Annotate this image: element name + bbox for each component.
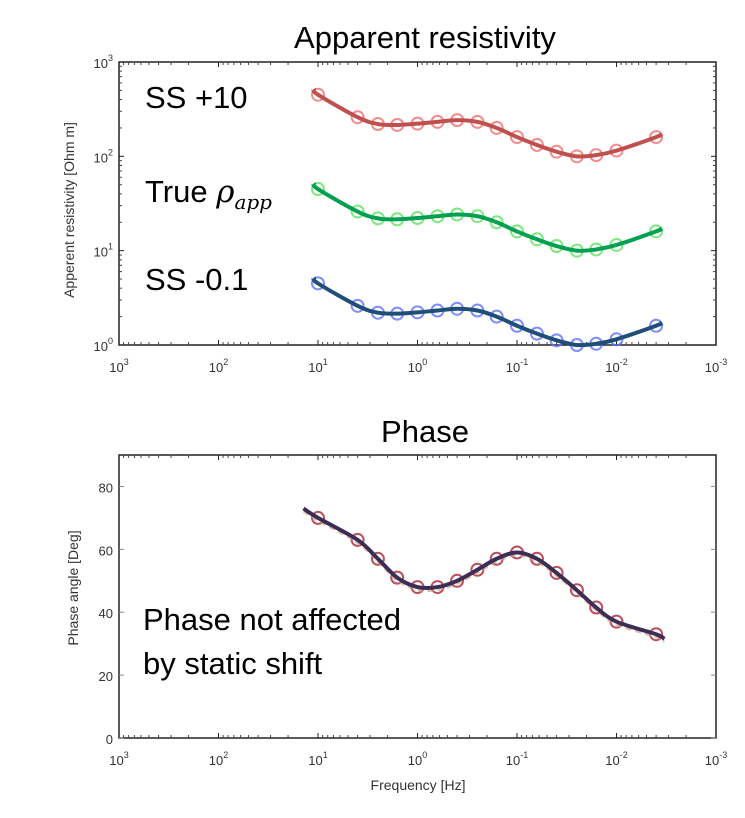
data-point-marker	[529, 232, 544, 247]
data-point-marker	[489, 309, 504, 324]
annotation-phase-line2: by static shift	[143, 646, 323, 681]
top-y-axis-label: Apperent resistivity [Ohm m]	[61, 122, 77, 298]
top-y-axis: 100 101 102 103	[94, 53, 716, 354]
tick-label: 101	[94, 242, 113, 260]
tick-label: 103	[94, 53, 113, 71]
series-line	[311, 275, 664, 348]
tick-label: 10-2	[605, 750, 627, 768]
series-line	[302, 506, 666, 641]
tick-label: 10-1	[506, 750, 528, 768]
data-point-marker	[549, 565, 564, 580]
bottom-x-axis-label: Frequency [Hz]	[371, 777, 466, 793]
data-point-marker	[311, 276, 325, 291]
tick-label: 100	[408, 357, 427, 375]
bottom-y-axis-label: Phase angle [Deg]	[65, 530, 81, 645]
annotation-phase-line1: Phase not affected	[143, 602, 401, 637]
tick-label: 40	[99, 606, 113, 621]
data-point-marker	[649, 318, 664, 333]
data-point-marker	[311, 182, 325, 197]
tick-label: 60	[99, 543, 113, 558]
data-point-marker	[390, 570, 405, 585]
tick-label: 80	[99, 480, 113, 495]
tick-label: 102	[94, 147, 113, 165]
top-plot-series	[311, 87, 664, 352]
tick-label: 10-2	[605, 357, 627, 375]
tick-label: 10-3	[705, 357, 727, 375]
data-point-marker	[350, 298, 365, 313]
tick-label: 20	[99, 669, 113, 684]
data-point-marker	[569, 583, 584, 598]
tick-label: 101	[308, 357, 327, 375]
data-point-marker	[529, 137, 544, 152]
data-point-marker	[510, 318, 524, 333]
data-point-marker	[529, 326, 544, 341]
annotation-true-rho: True ρapp	[145, 174, 272, 214]
data-point-marker	[489, 120, 504, 135]
tick-label: 103	[109, 357, 128, 375]
annotation-ss-minus: SS -0.1	[145, 262, 248, 297]
data-point-marker	[350, 204, 365, 219]
tick-label: 102	[209, 357, 228, 375]
data-point-marker	[370, 551, 385, 566]
data-point-marker	[311, 87, 325, 102]
data-point-marker	[350, 110, 365, 125]
data-point-marker	[450, 573, 465, 588]
annotation-ss-plus: SS +10	[145, 80, 248, 115]
tick-label: 10-3	[705, 750, 727, 768]
bottom-plot-frame	[118, 454, 717, 739]
data-point-marker	[649, 130, 664, 145]
bottom-x-axis: 103 102 101 100 10-1 10-2 10-3	[109, 455, 727, 768]
data-point-marker	[649, 224, 664, 239]
data-point-marker	[510, 130, 524, 145]
series-line	[311, 87, 664, 159]
bottom-plot-series	[302, 506, 666, 643]
bottom-y-axis: 0 20 40 60 80	[99, 480, 716, 747]
tick-label: 100	[94, 336, 113, 354]
top-chart-title: Apparent resistivity	[294, 20, 556, 55]
tick-label: 101	[308, 750, 327, 768]
bottom-chart-title: Phase	[381, 414, 469, 449]
tick-label: 10-1	[506, 357, 528, 375]
data-point-marker	[589, 600, 604, 615]
tick-label: 100	[408, 750, 427, 768]
data-point-marker	[510, 224, 524, 239]
series-line	[311, 181, 664, 253]
tick-label: 0	[106, 732, 113, 747]
tick-label: 103	[109, 750, 128, 768]
data-point-marker	[489, 215, 504, 230]
tick-label: 102	[209, 750, 228, 768]
